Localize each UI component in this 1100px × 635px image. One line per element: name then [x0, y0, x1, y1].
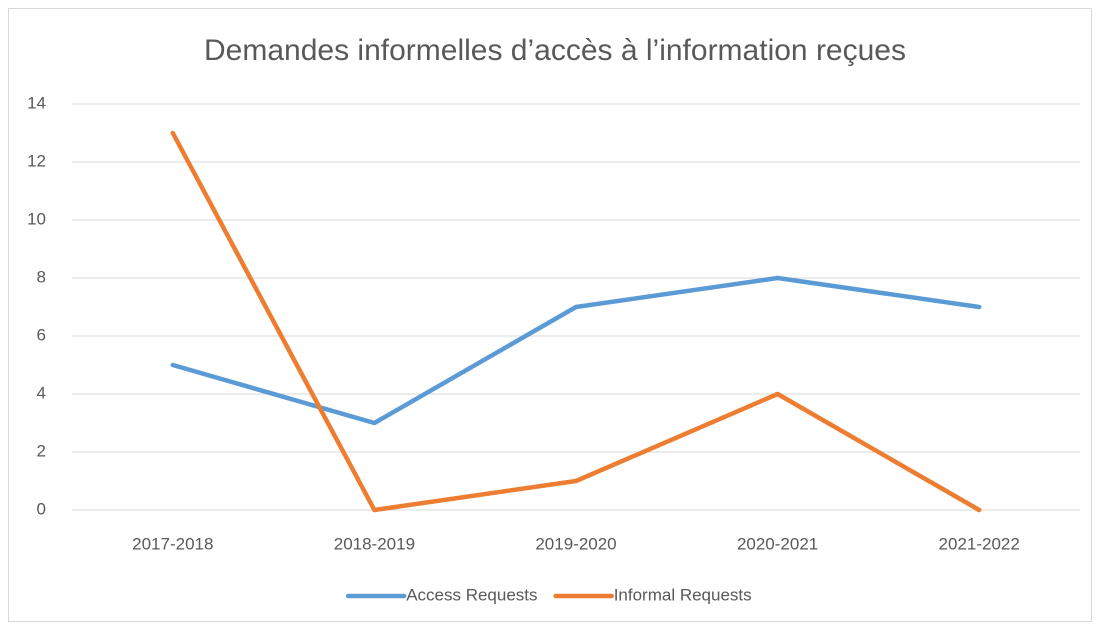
x-tick-label: 2017-2018 [132, 534, 213, 553]
x-tick-label: 2020-2021 [737, 534, 818, 553]
y-tick-label: 12 [27, 151, 46, 170]
y-tick-label: 14 [27, 93, 46, 112]
x-tick-label: 2019-2020 [535, 534, 616, 553]
y-tick-label: 6 [37, 325, 46, 344]
y-tick-label: 4 [37, 383, 46, 402]
chart-frame [8, 8, 1092, 622]
y-tick-label: 10 [27, 209, 46, 228]
x-tick-label: 2021-2022 [939, 534, 1020, 553]
y-tick-label: 0 [37, 499, 46, 518]
series-line [170, 130, 982, 513]
chart-title: Demandes informelles d’accès à l’informa… [204, 34, 906, 67]
series-line [170, 275, 982, 426]
y-tick-label: 8 [37, 267, 46, 286]
y-tick-label: 2 [37, 441, 46, 460]
x-tick-label: 2018-2019 [334, 534, 415, 553]
legend-label: Informal Requests [614, 585, 752, 604]
legend-label: Access Requests [406, 585, 537, 604]
